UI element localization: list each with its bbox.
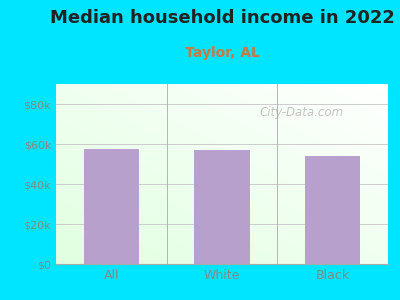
Bar	[84, 149, 139, 264]
Text: Taylor, AL: Taylor, AL	[184, 46, 260, 61]
Text: Median household income in 2022: Median household income in 2022	[50, 9, 394, 27]
Bar	[194, 150, 250, 264]
Text: City-Data.com: City-Data.com	[260, 106, 344, 119]
Bar	[305, 156, 360, 264]
